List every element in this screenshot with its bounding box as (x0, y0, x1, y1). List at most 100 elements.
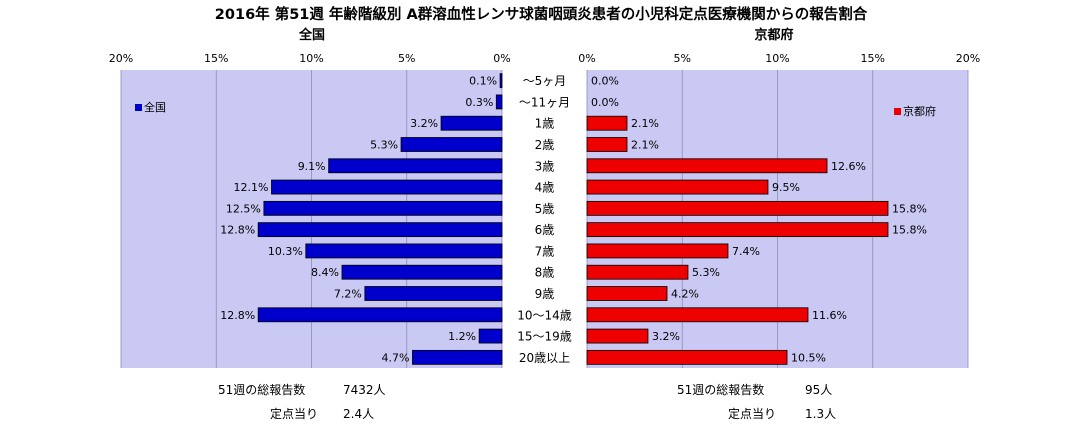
right-value-label: 9.5% (772, 181, 800, 194)
right-bar (586, 349, 788, 365)
right-value-label: 4.2% (671, 288, 699, 301)
left-value-label: 5.3% (370, 139, 398, 152)
right-bar (586, 158, 828, 174)
left-x-tick-label: 5% (398, 52, 415, 65)
left-value-label: 4.7% (382, 351, 410, 364)
right-bar (586, 264, 689, 280)
right-value-label: 5.3% (692, 266, 720, 279)
category-labels: ～5ヶ月 ～11ヶ月 1歳 2歳 3歳 4歳 5歳 6歳 7歳 8歳 9歳 10～14歳 15～19歳 2… (517, 74, 572, 365)
right-bar (586, 179, 769, 195)
left-value-label: 3.2% (410, 117, 438, 130)
category-label: 6歳 (535, 223, 555, 237)
right-x-axis: 0% 5% 10% 15% 20% (578, 52, 980, 65)
right-bar (586, 222, 889, 238)
right-subtitle: 京都府 (754, 27, 793, 43)
right-total-label: 51週の総報告数 (677, 382, 764, 397)
right-total-value: 95人 (805, 383, 832, 397)
right-x-tick-label: 10% (765, 52, 789, 65)
right-bar (586, 328, 649, 344)
left-bar (271, 179, 503, 195)
left-bar (257, 222, 503, 238)
left-value-label: 12.8% (220, 309, 255, 322)
category-label: 7歳 (535, 244, 555, 258)
left-bar (364, 286, 503, 301)
category-label: 2歳 (535, 138, 555, 152)
left-x-tick-label: 15% (204, 52, 228, 65)
category-label: ～11ヶ月 (519, 95, 570, 109)
right-value-label: 2.1% (631, 117, 659, 130)
left-subtitle: 全国 (298, 27, 325, 43)
left-bar (400, 137, 503, 152)
right-value-label: 2.1% (631, 139, 659, 152)
right-value-label: 7.4% (732, 245, 760, 258)
left-value-label: 7.2% (334, 288, 362, 301)
category-label: 3歳 (535, 159, 555, 173)
left-legend-marker (135, 104, 142, 111)
right-value-labels: 0.0% 0.0% 2.1% 2.1% 12.6% 9.5% 15.8% 15.8% 7.4% 5… (591, 75, 927, 365)
left-value-label: 12.8% (220, 224, 255, 237)
right-x-tick-label: 20% (956, 52, 980, 65)
right-legend-marker (894, 108, 901, 115)
category-label: 5歳 (535, 202, 555, 216)
left-x-tick-label: 10% (299, 52, 323, 65)
left-x-tick-label: 20% (109, 52, 133, 65)
left-bar (440, 115, 503, 131)
right-x-tick-label: 15% (861, 52, 885, 65)
right-value-label: 0.0% (591, 75, 619, 88)
category-label: 8歳 (535, 266, 555, 280)
left-value-label: 12.5% (226, 202, 261, 215)
right-bar (586, 115, 628, 131)
left-bar (341, 264, 503, 280)
left-bar (478, 328, 503, 344)
chart-title: 2016年 第51週 年齢階級別 A群溶血性レンサ球菌咽頭炎患者の小児科定点医療… (215, 5, 868, 23)
left-bar (263, 200, 503, 216)
left-value-label: 9.1% (298, 160, 326, 173)
left-bar (328, 158, 503, 174)
right-value-label: 10.5% (791, 351, 826, 364)
left-value-label: 0.3% (465, 96, 493, 109)
category-label: 20歳以上 (519, 351, 570, 365)
left-total-value: 7432人 (343, 383, 386, 397)
left-per-label: 定点当り (270, 406, 318, 421)
right-value-label: 15.8% (892, 202, 927, 215)
left-legend-label: 全国 (144, 100, 166, 114)
left-bar (257, 307, 503, 323)
left-value-label: 1.2% (448, 330, 476, 343)
right-value-label: 12.6% (831, 160, 866, 173)
right-value-label: 3.2% (652, 330, 680, 343)
left-value-labels: 0.1% 0.3% 3.2% 5.3% 9.1% 12.1% 12.5% 12.8% 10.3%… (220, 75, 497, 365)
left-x-axis: 20% 15% 10% 5% 0% (109, 52, 511, 65)
right-x-tick-label: 5% (674, 52, 691, 65)
left-value-label: 0.1% (469, 75, 497, 88)
right-value-label: 11.6% (812, 309, 847, 322)
right-x-tick-label: 0% (578, 52, 595, 65)
right-value-label: 15.8% (892, 224, 927, 237)
category-label: 4歳 (535, 181, 555, 195)
right-per-label: 定点当り (728, 406, 776, 421)
right-legend-label: 京都府 (903, 104, 936, 118)
left-x-tick-label: 0% (493, 52, 510, 65)
right-bar (586, 137, 628, 152)
category-label: 9歳 (535, 287, 555, 301)
category-label: ～5ヶ月 (523, 74, 567, 88)
left-value-label: 8.4% (311, 266, 339, 279)
left-bar (499, 73, 503, 89)
right-bar (586, 286, 668, 301)
left-total-label: 51週の総報告数 (218, 382, 305, 397)
left-bar (305, 243, 503, 259)
left-bars (257, 73, 503, 365)
left-bar (495, 94, 503, 110)
right-value-label: 0.0% (591, 96, 619, 109)
category-label: 1歳 (535, 117, 555, 131)
left-bar (412, 349, 503, 365)
right-bar (586, 200, 889, 216)
right-per-value: 1.3人 (805, 407, 836, 421)
category-label: 15～19歳 (517, 330, 572, 344)
left-value-label: 10.3% (268, 245, 303, 258)
category-label: 10～14歳 (517, 308, 572, 322)
right-bar (586, 307, 809, 323)
left-value-label: 12.1% (234, 181, 269, 194)
left-per-value: 2.4人 (343, 407, 374, 421)
right-bars (586, 115, 889, 365)
